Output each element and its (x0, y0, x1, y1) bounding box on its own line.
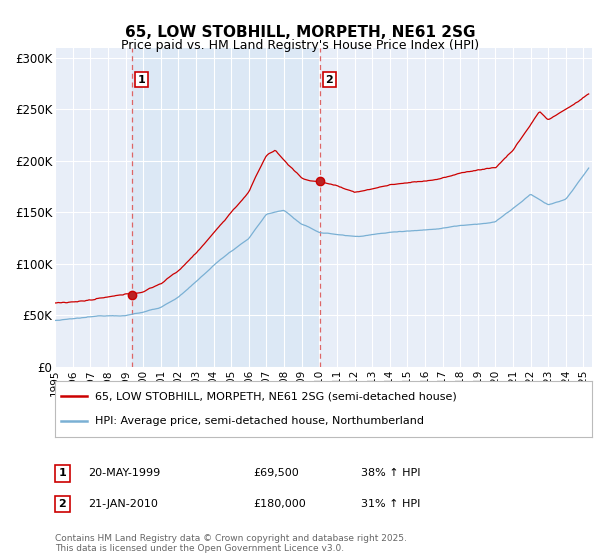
Text: 20-MAY-1999: 20-MAY-1999 (88, 468, 160, 478)
Text: 2: 2 (325, 74, 333, 85)
Text: Price paid vs. HM Land Registry's House Price Index (HPI): Price paid vs. HM Land Registry's House … (121, 39, 479, 52)
Text: HPI: Average price, semi-detached house, Northumberland: HPI: Average price, semi-detached house,… (95, 416, 424, 426)
Bar (133, 48, 320, 367)
Text: 38% ↑ HPI: 38% ↑ HPI (361, 468, 421, 478)
Text: 21-JAN-2010: 21-JAN-2010 (88, 499, 158, 509)
Text: 2: 2 (59, 499, 66, 509)
Text: Contains HM Land Registry data © Crown copyright and database right 2025.
This d: Contains HM Land Registry data © Crown c… (55, 534, 407, 553)
Text: 65, LOW STOBHILL, MORPETH, NE61 2SG: 65, LOW STOBHILL, MORPETH, NE61 2SG (125, 25, 475, 40)
Text: 31% ↑ HPI: 31% ↑ HPI (361, 499, 421, 509)
Text: £69,500: £69,500 (253, 468, 299, 478)
Text: 1: 1 (59, 468, 66, 478)
Text: 65, LOW STOBHILL, MORPETH, NE61 2SG (semi-detached house): 65, LOW STOBHILL, MORPETH, NE61 2SG (sem… (95, 391, 457, 402)
Text: £180,000: £180,000 (253, 499, 306, 509)
Text: 1: 1 (137, 74, 145, 85)
